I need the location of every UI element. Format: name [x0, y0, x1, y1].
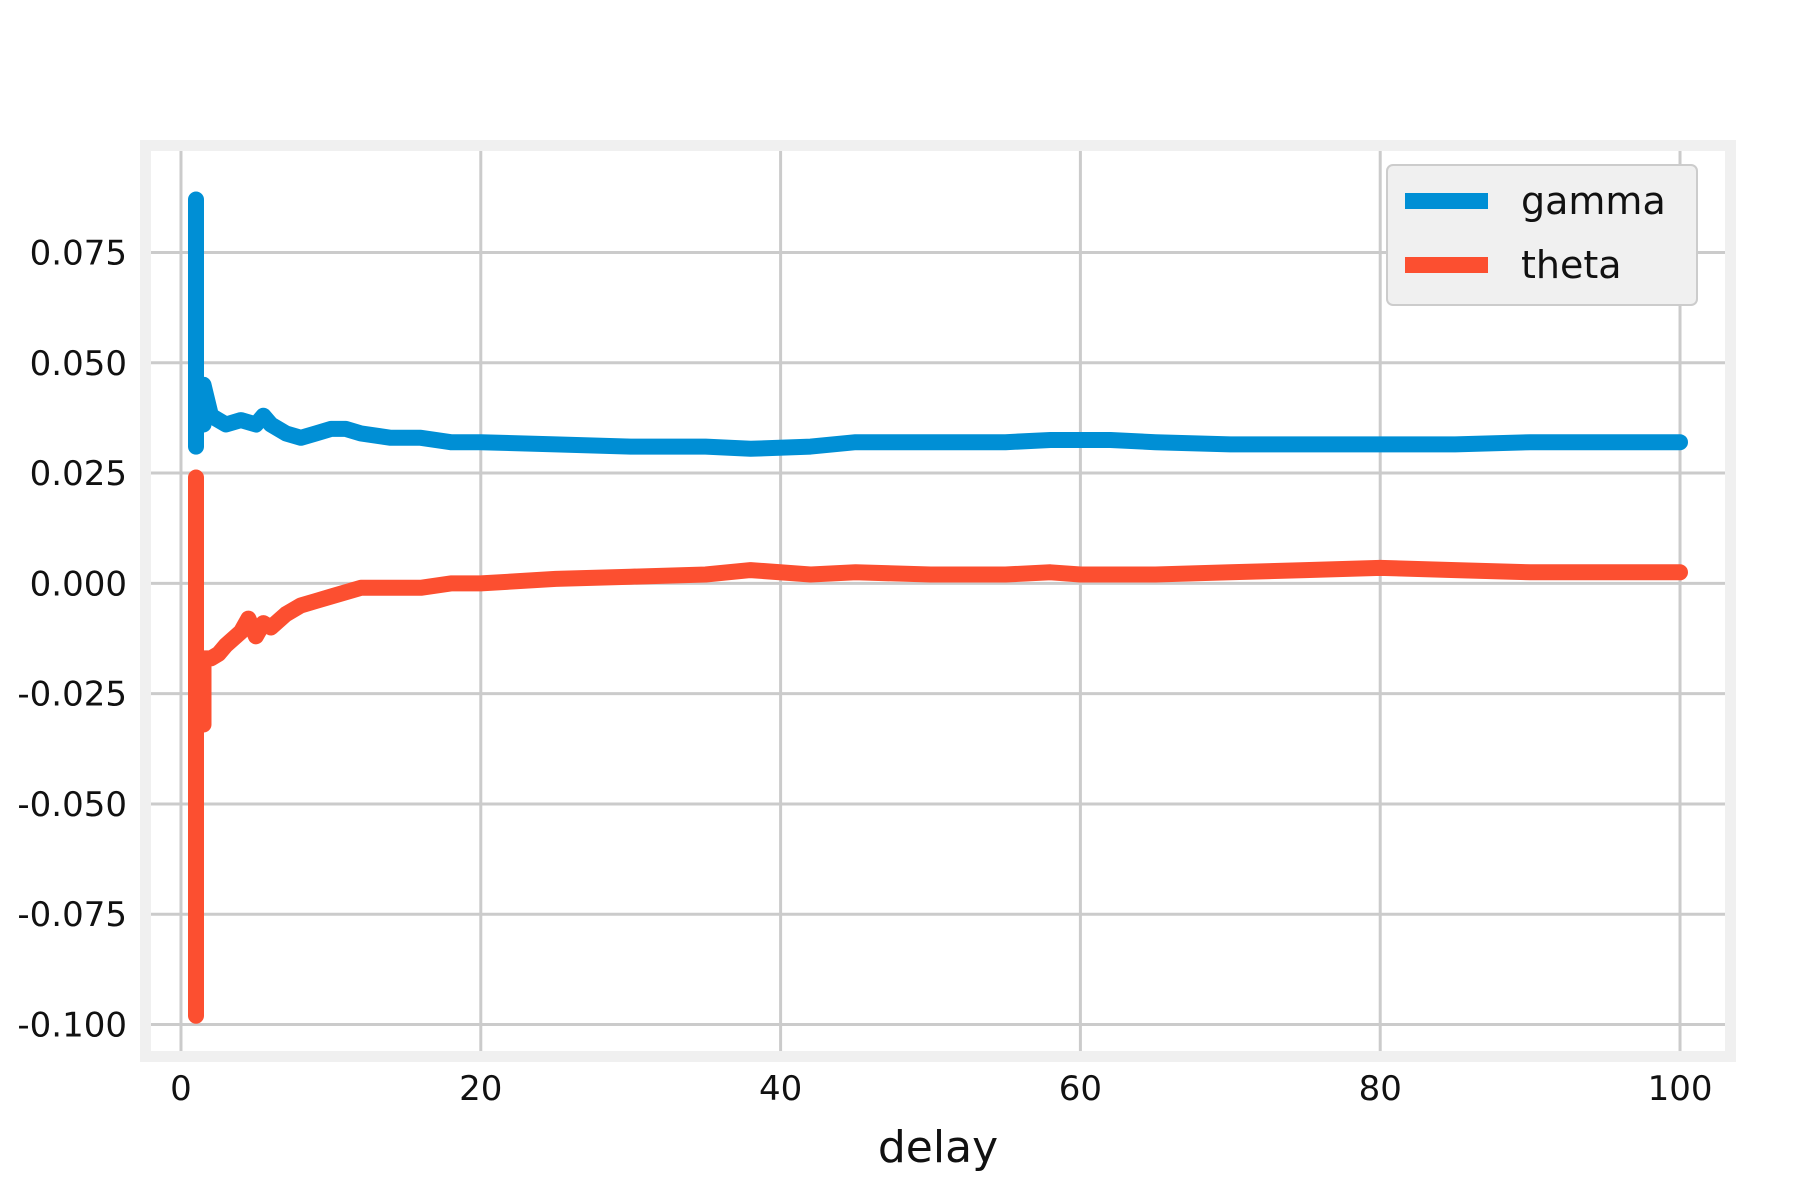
- legend: gamma theta: [1386, 164, 1698, 306]
- x-tick-label: 80: [1359, 1069, 1402, 1109]
- x-axis-title: delay: [878, 1122, 998, 1173]
- series-layer: [188, 191, 1688, 1024]
- series-line-theta: [188, 469, 1688, 1024]
- x-tick-label: 60: [1059, 1069, 1102, 1109]
- x-tick-label: 100: [1648, 1069, 1713, 1109]
- y-tick-label: -0.050: [17, 785, 127, 825]
- y-tick-label: 0.050: [30, 344, 127, 384]
- y-tick-label: -0.100: [17, 1006, 127, 1046]
- legend-label-gamma: gamma: [1521, 179, 1666, 223]
- y-tick-label: 0.075: [30, 233, 127, 273]
- y-tick-label: -0.025: [17, 675, 127, 715]
- y-tick-label: -0.075: [17, 895, 127, 935]
- y-axis-ticks: 0.075 0.050 0.025 0.000 -0.025 -0.050 -0.075 -0…: [17, 233, 127, 1045]
- x-tick-label: 20: [459, 1069, 502, 1109]
- x-axis-ticks: 0 20 40 60 80 100: [170, 1069, 1712, 1109]
- grid: [151, 151, 1725, 1051]
- x-tick-label: 0: [170, 1069, 192, 1109]
- x-tick-label: 40: [759, 1069, 802, 1109]
- y-tick-label: 0.025: [30, 454, 127, 494]
- legend-label-theta: theta: [1521, 243, 1622, 287]
- y-tick-label: 0.000: [30, 564, 127, 604]
- series-line-gamma: [188, 191, 1688, 457]
